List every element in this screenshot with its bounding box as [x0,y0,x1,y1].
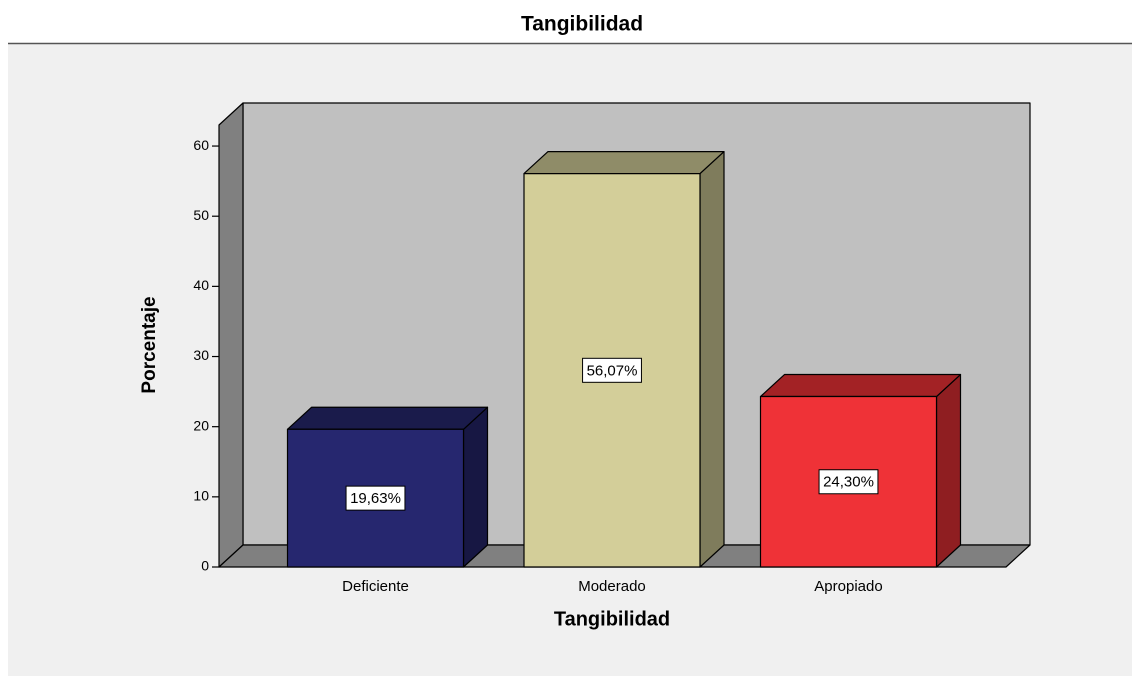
chart-title: Tangibilidad [521,13,643,36]
y-tick-label: 40 [193,277,209,293]
bar-top [523,151,725,175]
value-label: 19,63% [350,490,401,507]
y-tick-label: 10 [193,488,209,504]
y-tick-label: 30 [193,347,209,363]
y-tick-label: 0 [201,558,209,574]
x-tick-label: Apropiado [814,578,882,595]
value-label: 24,30% [823,474,874,491]
plot: 0 10 20 30 40 50 60 Deficiente 19,63% Moderado 56,… [193,102,1031,595]
bar-side [462,406,489,568]
value-label-box [818,469,879,495]
value-label: 56,07% [587,362,638,379]
bar-side [935,373,962,568]
x-tick-label: Deficiente [342,578,409,595]
x-tick-label: Moderado [578,578,646,595]
x-axis-label: Tangibilidad [554,608,670,630]
bar-top [759,373,962,398]
left-wall [218,102,244,568]
y-axis-label: Porcentaje [139,296,160,393]
y-tick-label: 50 [193,207,209,223]
y-tick-label: 60 [193,137,209,153]
bar-side [699,151,725,568]
value-label-box [345,485,406,511]
bar-top [286,406,489,430]
y-tick-label: 20 [193,417,209,433]
value-label-box [582,357,642,383]
